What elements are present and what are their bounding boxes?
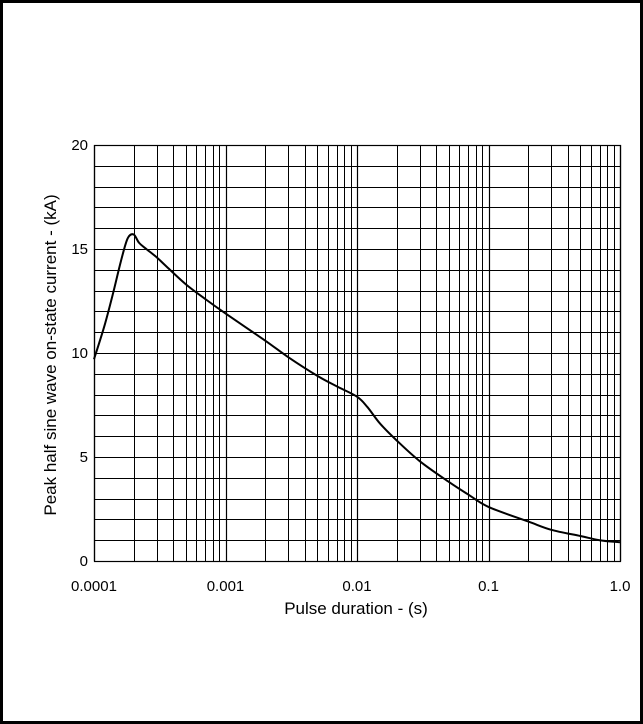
y-tick-label: 10 bbox=[71, 345, 88, 362]
y-axis-title: Peak half sine wave on-state current - (… bbox=[41, 194, 60, 515]
x-tick-label: 0.01 bbox=[342, 578, 371, 595]
y-tick-label: 0 bbox=[80, 553, 88, 570]
y-tick-label: 20 bbox=[71, 137, 88, 154]
x-tick-label: 0.0001 bbox=[71, 578, 117, 595]
y-tick-label: 5 bbox=[80, 449, 88, 466]
x-axis-title: Pulse duration - (s) bbox=[284, 599, 428, 618]
x-tick-labels: 0.0001 0.001 0.01 0.1 1.0 bbox=[71, 578, 630, 595]
x-tick-label: 1.0 bbox=[610, 578, 631, 595]
y-tick-labels: 0 5 10 15 20 bbox=[71, 137, 88, 570]
grid-layer bbox=[93, 144, 622, 563]
series-line-0 bbox=[93, 233, 621, 544]
x-tick-label: 0.001 bbox=[207, 578, 245, 595]
plot-border bbox=[93, 144, 622, 563]
y-tick-label: 15 bbox=[71, 241, 88, 258]
x-tick-label: 0.1 bbox=[478, 578, 499, 595]
curve-layer bbox=[93, 233, 621, 544]
